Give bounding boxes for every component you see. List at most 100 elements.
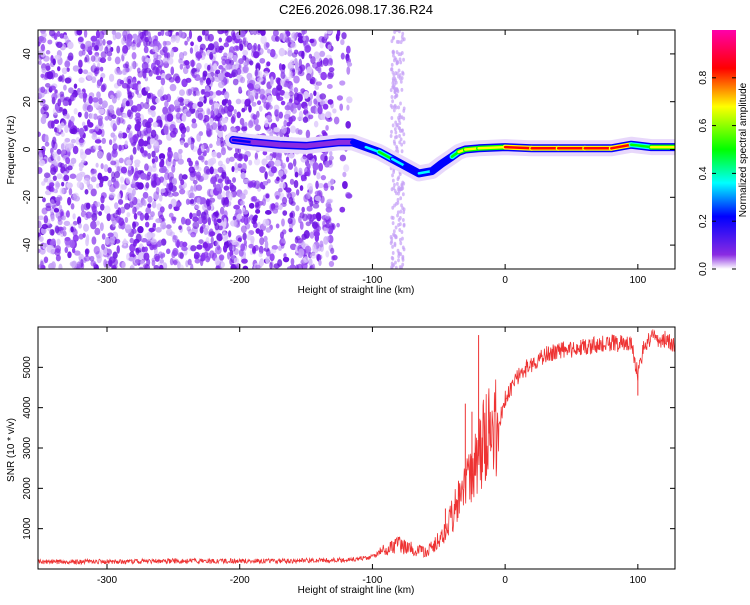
spectrogram-noise-cell	[83, 177, 91, 185]
spectrogram-noise-cell	[56, 238, 61, 246]
spectrogram-noise-cell	[233, 257, 239, 265]
spectrogram-noise-cell	[255, 62, 261, 72]
snr-line	[38, 328, 675, 566]
spectrogram-noise-cell	[101, 137, 107, 144]
spectrogram-noise-cell	[70, 115, 75, 123]
spectrogram-noise-cell	[185, 125, 190, 133]
spectrogram-noise-cell	[143, 45, 149, 54]
spectrogram-noise-cell	[250, 235, 255, 244]
spectrogram-noise-cell	[68, 187, 73, 196]
spectrogram-noise-cell	[329, 150, 333, 157]
spectrogram-noise-cell	[192, 216, 199, 222]
spectrogram-noise-cell	[222, 124, 227, 132]
spectrogram-noise-cell	[264, 122, 269, 128]
spectrogram-noise-cell	[282, 210, 288, 216]
spectrogram-noise-cell	[398, 216, 402, 221]
spectrogram-noise-cell	[317, 67, 321, 74]
spectrogram-noise-cell	[185, 110, 192, 117]
spectrogram-noise-cell	[242, 265, 249, 269]
spectrogram-noise-cell	[391, 173, 394, 178]
spectrogram-noise-cell	[70, 226, 74, 233]
spectrogram-noise-cell	[281, 196, 288, 205]
spectrogram-noise-cell	[281, 64, 286, 71]
spectrogram-noise-cell	[241, 258, 248, 264]
spectrogram-noise-cell	[401, 254, 405, 259]
spectrogram-noise-cell	[235, 98, 242, 105]
spectrogram-noise-cell	[325, 206, 333, 213]
spectrogram-noise-cell	[278, 188, 283, 193]
spectrogram-noise-cell	[272, 208, 279, 214]
spectrogram-noise-cell	[237, 163, 243, 169]
spectrogram-noise-cell	[397, 68, 401, 73]
spectrogram-noise-cell	[54, 89, 58, 94]
spectrogram-noise-cell	[80, 159, 87, 164]
spectrogram-noise-cell	[187, 258, 192, 266]
spectrogram-noise-cell	[288, 153, 295, 159]
spectrogram-noise-cell	[396, 213, 399, 218]
spectrogram-noise-cell	[164, 100, 169, 108]
spectrogram-noise-cell	[127, 232, 133, 238]
spectrogram-noise-cell	[391, 123, 395, 128]
spectrogram-noise-cell	[88, 129, 94, 134]
spectrogram-noise-cell	[170, 66, 175, 76]
spectrogram-noise-cell	[393, 203, 396, 208]
spectrogram-noise-cell	[230, 127, 237, 134]
spectrogram-noise-cell	[83, 255, 91, 262]
spectrogram-noise-cell	[215, 69, 221, 75]
spectrogram-noise-cell	[146, 40, 151, 47]
spectrogram-noise-cell	[70, 203, 75, 210]
spectrogram-noise-cell	[179, 140, 185, 146]
spectrogram-noise-cell	[99, 66, 104, 72]
spectrogram-noise-cell	[290, 85, 294, 91]
spectrogram-noise-cell	[346, 62, 353, 67]
spectrogram-noise-cell	[269, 248, 277, 254]
spectrogram-noise-cell	[41, 67, 47, 74]
spectrogram-noise-cell	[325, 124, 329, 131]
spectrogram-noise-cell	[300, 88, 306, 94]
spectrogram-noise-cell	[392, 78, 395, 83]
spectrogram-noise-cell	[318, 259, 322, 266]
spectrogram-noise-cell	[400, 76, 404, 81]
spectrogram-noise-cell	[251, 89, 257, 97]
spectrogram-noise-cell	[157, 31, 162, 37]
spectrogram-noise-cell	[95, 30, 100, 39]
spectrogram-x-tick-label: 0	[502, 275, 508, 286]
spectrogram-noise-cell	[82, 69, 89, 75]
spectrogram-noise-cell	[149, 138, 154, 145]
spectrogram-noise-cell	[249, 30, 255, 34]
spectrogram-noise-cell	[302, 213, 308, 222]
spectrogram-noise-cell	[391, 99, 394, 104]
spectrogram-noise-cell	[342, 180, 348, 190]
spectrogram-noise-cell	[301, 241, 306, 249]
spectrogram-noise-cell	[241, 162, 247, 172]
spectrogram-noise-cell	[223, 210, 228, 218]
spectrogram-noise-cell	[112, 221, 116, 228]
snr-y-tick-label: 3000	[22, 436, 33, 459]
spectrogram-noise-cell	[216, 218, 222, 224]
spectrogram-noise-cell	[197, 35, 203, 43]
spectrogram-noise-cell	[207, 64, 211, 71]
spectrogram-noise-cell	[402, 140, 406, 145]
spectrogram-noise-cell	[206, 107, 211, 116]
spectrogram-noise-cell	[52, 58, 56, 66]
spectrogram-noise-cell	[155, 218, 162, 224]
spectrogram-noise-cell	[72, 213, 76, 220]
spectrogram-noise-cell	[40, 73, 45, 79]
spectrogram-noise-cell	[300, 174, 305, 182]
spectrogram-noise-cell	[147, 195, 153, 204]
spectrogram-noise-cell	[159, 86, 165, 95]
spectrogram-noise-cell	[399, 79, 403, 84]
spectrogram-noise-cell	[402, 108, 406, 113]
spectrogram-noise-cell	[324, 223, 331, 229]
spectrogram-noise-cell	[261, 158, 268, 166]
spectrogram-noise-cell	[203, 165, 210, 175]
spectrogram-noise-cell	[153, 173, 157, 182]
spectrogram-noise-cell	[62, 100, 69, 107]
spectrogram-noise-cell	[311, 263, 316, 269]
spectrogram-noise-cell	[396, 122, 399, 127]
spectrogram-noise-cell	[211, 122, 218, 130]
spectrogram-noise-cell	[72, 228, 78, 237]
spectrogram-noise-cell	[316, 253, 321, 261]
spectrogram-noise-cell	[205, 213, 210, 220]
spectrogram-noise-cell	[248, 43, 253, 49]
